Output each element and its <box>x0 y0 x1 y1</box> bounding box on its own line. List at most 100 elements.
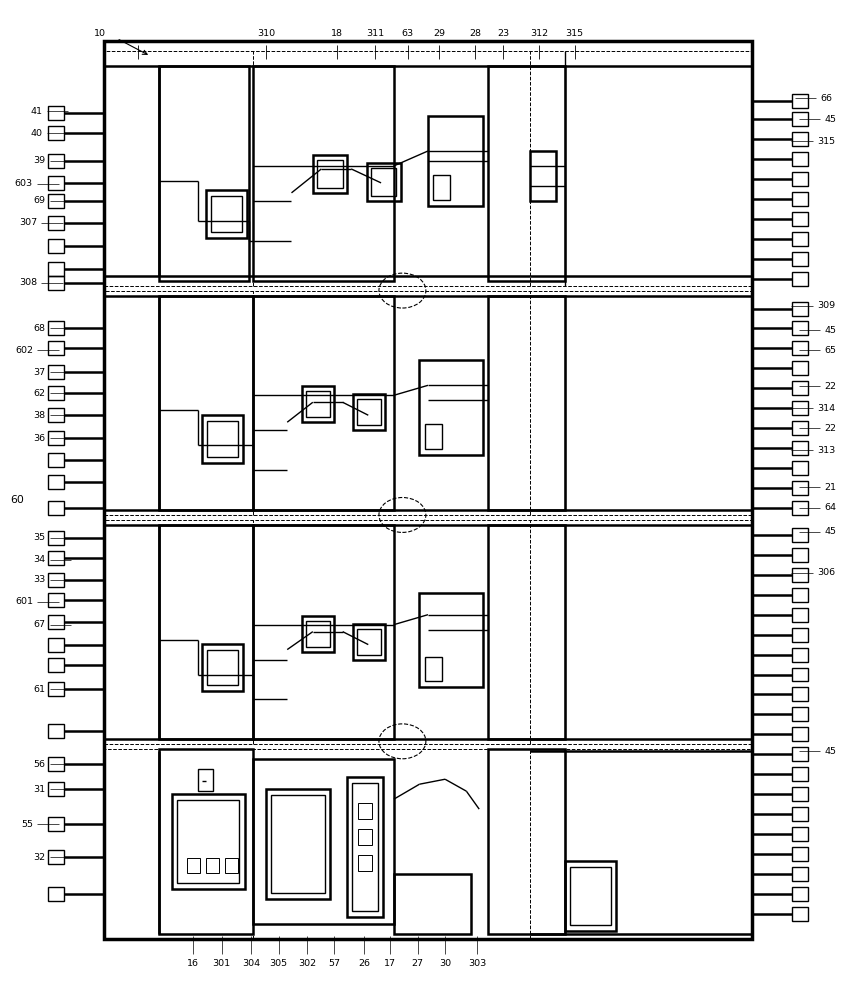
Bar <box>419 360 484 455</box>
Bar <box>793 548 808 562</box>
Bar <box>793 212 808 226</box>
Bar <box>104 51 752 286</box>
Text: 31: 31 <box>33 785 45 794</box>
Text: 37: 37 <box>33 368 45 377</box>
Bar <box>793 867 808 881</box>
Bar <box>48 408 63 422</box>
Text: 303: 303 <box>468 959 486 968</box>
Text: 309: 309 <box>817 301 835 310</box>
Text: 18: 18 <box>330 29 342 38</box>
Bar <box>48 850 63 864</box>
Bar <box>306 621 330 647</box>
Bar <box>793 727 808 741</box>
Text: 62: 62 <box>33 389 45 398</box>
Text: 55: 55 <box>21 820 33 829</box>
Bar <box>564 861 615 931</box>
Text: 312: 312 <box>530 29 548 38</box>
Bar <box>793 707 808 721</box>
Text: 311: 311 <box>366 29 384 38</box>
Bar <box>793 501 808 515</box>
Bar <box>347 777 383 917</box>
Bar <box>793 441 808 455</box>
Bar <box>793 687 808 701</box>
Bar <box>357 629 381 655</box>
Bar <box>353 624 385 660</box>
Bar <box>301 616 334 652</box>
Bar <box>488 525 564 739</box>
Text: 302: 302 <box>298 959 316 968</box>
Bar <box>793 152 808 166</box>
Bar <box>419 593 484 687</box>
Text: 314: 314 <box>817 404 835 413</box>
Bar <box>48 573 63 587</box>
Bar <box>793 747 808 761</box>
Bar <box>793 461 808 475</box>
Bar <box>312 155 347 193</box>
Text: 301: 301 <box>212 959 230 968</box>
Bar <box>793 112 808 126</box>
Text: 310: 310 <box>257 29 275 38</box>
Bar <box>48 782 63 796</box>
Text: 306: 306 <box>817 568 835 577</box>
Bar <box>793 401 808 415</box>
Bar <box>172 794 245 889</box>
Bar <box>793 381 808 395</box>
Bar <box>48 216 63 230</box>
Bar <box>104 520 752 744</box>
Text: 66: 66 <box>821 94 833 103</box>
Bar <box>793 807 808 821</box>
Bar <box>207 650 238 685</box>
Bar <box>793 481 808 495</box>
Bar <box>358 855 372 871</box>
Text: 313: 313 <box>817 446 835 455</box>
Text: 10: 10 <box>93 29 105 38</box>
Text: 68: 68 <box>33 324 45 333</box>
Bar <box>793 887 808 901</box>
Bar <box>371 168 396 196</box>
Bar <box>353 394 385 430</box>
Bar <box>159 749 253 934</box>
Text: 69: 69 <box>33 196 45 205</box>
Bar <box>48 106 63 120</box>
Bar <box>159 525 253 739</box>
Bar <box>187 858 200 873</box>
Bar <box>793 528 808 542</box>
Bar <box>48 817 63 831</box>
Bar <box>48 475 63 489</box>
Bar <box>266 789 330 899</box>
Bar <box>793 767 808 781</box>
Bar <box>104 749 752 939</box>
Text: 17: 17 <box>383 959 395 968</box>
Bar <box>48 658 63 672</box>
Bar <box>48 194 63 208</box>
Bar <box>793 907 808 921</box>
Text: 27: 27 <box>412 959 424 968</box>
Bar <box>207 421 238 457</box>
Bar <box>48 638 63 652</box>
Bar <box>488 66 564 281</box>
Bar <box>425 424 442 449</box>
Text: 45: 45 <box>824 527 837 536</box>
Text: 305: 305 <box>270 959 288 968</box>
Text: 601: 601 <box>15 597 33 606</box>
Bar <box>793 252 808 266</box>
Bar <box>48 365 63 379</box>
Text: 22: 22 <box>824 382 837 391</box>
Bar <box>225 858 238 873</box>
Text: 38: 38 <box>33 411 45 420</box>
Bar <box>793 132 808 146</box>
Bar <box>253 66 394 281</box>
Bar <box>428 116 484 206</box>
Bar <box>211 196 242 232</box>
Bar <box>793 608 808 622</box>
Text: 60: 60 <box>9 495 24 505</box>
Bar <box>48 321 63 335</box>
Bar <box>206 190 247 238</box>
Text: 22: 22 <box>824 424 837 433</box>
Bar <box>48 262 63 276</box>
Bar <box>253 759 394 924</box>
Bar <box>793 172 808 186</box>
Bar <box>793 302 808 316</box>
Bar <box>159 66 249 281</box>
Bar <box>48 501 63 515</box>
